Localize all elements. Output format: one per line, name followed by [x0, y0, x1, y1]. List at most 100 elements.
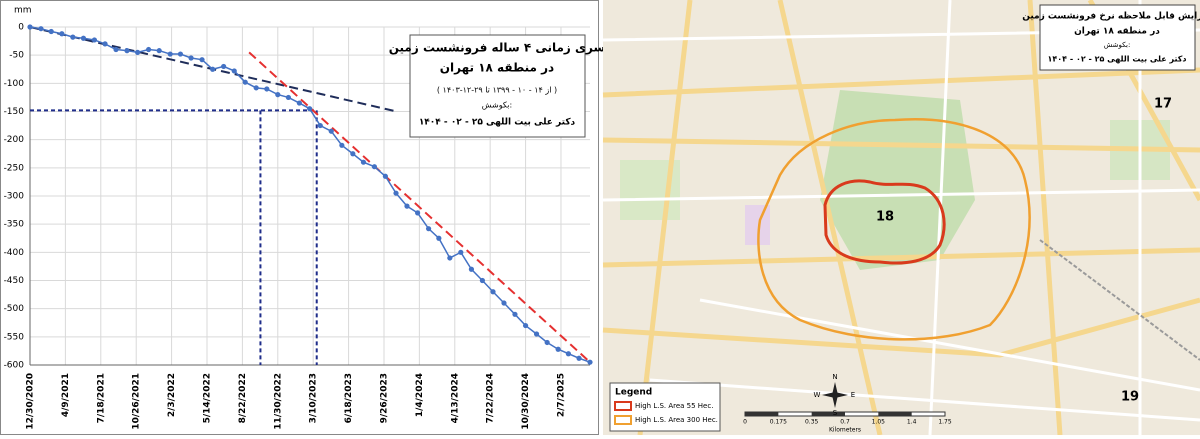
data-point [501, 300, 507, 306]
map-title: بکوشش: [1104, 41, 1131, 49]
y-tick-label: -400 [4, 248, 25, 258]
x-tick-label: 2/7/2025 [556, 373, 566, 417]
zone-label: 19 [1121, 390, 1139, 405]
zone-300 [757, 118, 1031, 341]
data-point [587, 359, 593, 365]
data-point [371, 164, 378, 170]
data-point [447, 255, 453, 261]
box-line: ( از ۱۴ - ۱۰ - ۱۳۹۹ تا ۲۹-۱۲-۱۴۰۳ ) [437, 86, 557, 95]
compass: N S E W [814, 373, 856, 417]
x-tick-label: 12/30/2020 [26, 373, 36, 430]
data-point [70, 34, 76, 40]
data-point [350, 151, 356, 157]
data-point [80, 35, 87, 41]
box-line: دکتر علی بیت اللهی ۲۵ - ۰۲ - ۱۴۰۴ [419, 118, 576, 128]
data-point [544, 339, 550, 346]
x-tick-label: 5/14/2022 [202, 373, 212, 423]
x-tick-label: 9/26/2023 [379, 373, 389, 423]
x-tick-label: 10/26/2021 [132, 373, 142, 430]
y-tick-label: -500 [4, 304, 25, 314]
scale-segment [878, 412, 912, 416]
x-tick-label: 3/10/2023 [309, 373, 319, 423]
x-tick-label: 8/22/2022 [238, 373, 248, 423]
data-point [522, 322, 529, 329]
data-point [59, 31, 65, 37]
data-point [404, 203, 410, 209]
scale-bar: Kilometers 0 0.175 0.35 0.7 1.05 1.4 1.75 [743, 411, 952, 434]
data-point [555, 346, 561, 352]
y-unit: mm [14, 6, 32, 16]
data-point [102, 41, 108, 47]
map-title: در منطقه ۱۸ تهران [1074, 27, 1160, 37]
scale-tick: 1.05 [872, 419, 886, 426]
data-point [285, 94, 292, 101]
x-tick-label: 6/18/2023 [344, 373, 354, 423]
rail [1039, 239, 1200, 361]
zone-55 [823, 179, 946, 265]
y-tick-label: -150 [4, 107, 25, 117]
scale-tick: 0.175 [770, 419, 787, 426]
data-point [264, 86, 270, 92]
y-tick-label: -200 [4, 135, 25, 145]
box-line: سری زمانی ۴ ساله فرونشست زمین [389, 41, 606, 56]
scale-tick: 0.7 [840, 419, 850, 426]
compass-label: N [832, 373, 837, 381]
compass-label: E [851, 391, 855, 399]
legend-swatch [614, 401, 632, 411]
data-point [210, 66, 216, 72]
x-tick-label: 10/30/2024 [521, 373, 531, 430]
y-tick-label: -450 [4, 276, 25, 286]
data-point [415, 210, 421, 216]
data-point [38, 26, 44, 32]
box-line: بکوشش: [482, 101, 512, 110]
data-point [113, 46, 119, 53]
data-point [27, 24, 33, 30]
y-tick-label: -300 [4, 192, 25, 202]
data-point [317, 122, 323, 129]
map-title: افزایش قابل ملاحظه نرخ فرونشست زمین [1022, 12, 1200, 22]
data-point [296, 100, 302, 106]
data-point [275, 92, 281, 98]
data-point [167, 51, 173, 57]
data-point [360, 159, 367, 165]
zone-label: 18 [876, 210, 894, 225]
legend-swatch [614, 415, 632, 425]
data-point [479, 277, 485, 284]
data-point [533, 331, 540, 337]
y-tick-label: -350 [4, 220, 25, 230]
x-tick-label: 4/9/2021 [61, 373, 71, 417]
legend-label: High L.S. Area 55 Hec. [635, 402, 713, 410]
y-tick-label: -550 [4, 332, 25, 342]
x-tick-label: 11/30/2022 [273, 373, 283, 430]
compass-label: S [833, 409, 838, 417]
y-tick-label: 0 [18, 23, 24, 33]
data-point [468, 266, 475, 272]
legend-label: High L.S. Area 300 Hec. [635, 416, 718, 424]
y-tick-label: -100 [4, 79, 25, 89]
data-point [458, 249, 464, 255]
scale-tick: 0 [743, 419, 747, 426]
data-point [328, 128, 334, 134]
map-title: دکتر علی بیت اللهی ۲۵ - ۰۲ - ۱۴۰۴ [1048, 55, 1187, 64]
y-tick-label: -50 [9, 51, 24, 61]
compass-label: W [814, 391, 821, 399]
data-point [393, 190, 399, 196]
box-line: در منطقه ۱۸ تهران [440, 61, 554, 75]
x-tick-label: 2/3/2022 [167, 373, 177, 417]
x-tick-label: 1/4/2024 [415, 373, 425, 417]
map-title-box [1039, 4, 1196, 71]
map: 18 17 19 افزایش قابل ملاحظه نرخ فرونشست … [602, 0, 1200, 436]
park [820, 90, 975, 270]
data-point [156, 48, 162, 54]
compass-needle [822, 392, 848, 398]
data-point [177, 51, 184, 57]
scale-unit: Kilometers [829, 427, 861, 434]
data-point [512, 311, 518, 317]
chart-text-box: سری زمانی ۴ ساله فرونشست زمین در منطقه ۱… [389, 34, 606, 138]
data-point [307, 106, 313, 112]
data-point [91, 37, 98, 43]
data-point [199, 57, 205, 63]
scale-segment [811, 412, 845, 416]
trend-line [248, 51, 591, 363]
scale-segment [745, 412, 779, 416]
